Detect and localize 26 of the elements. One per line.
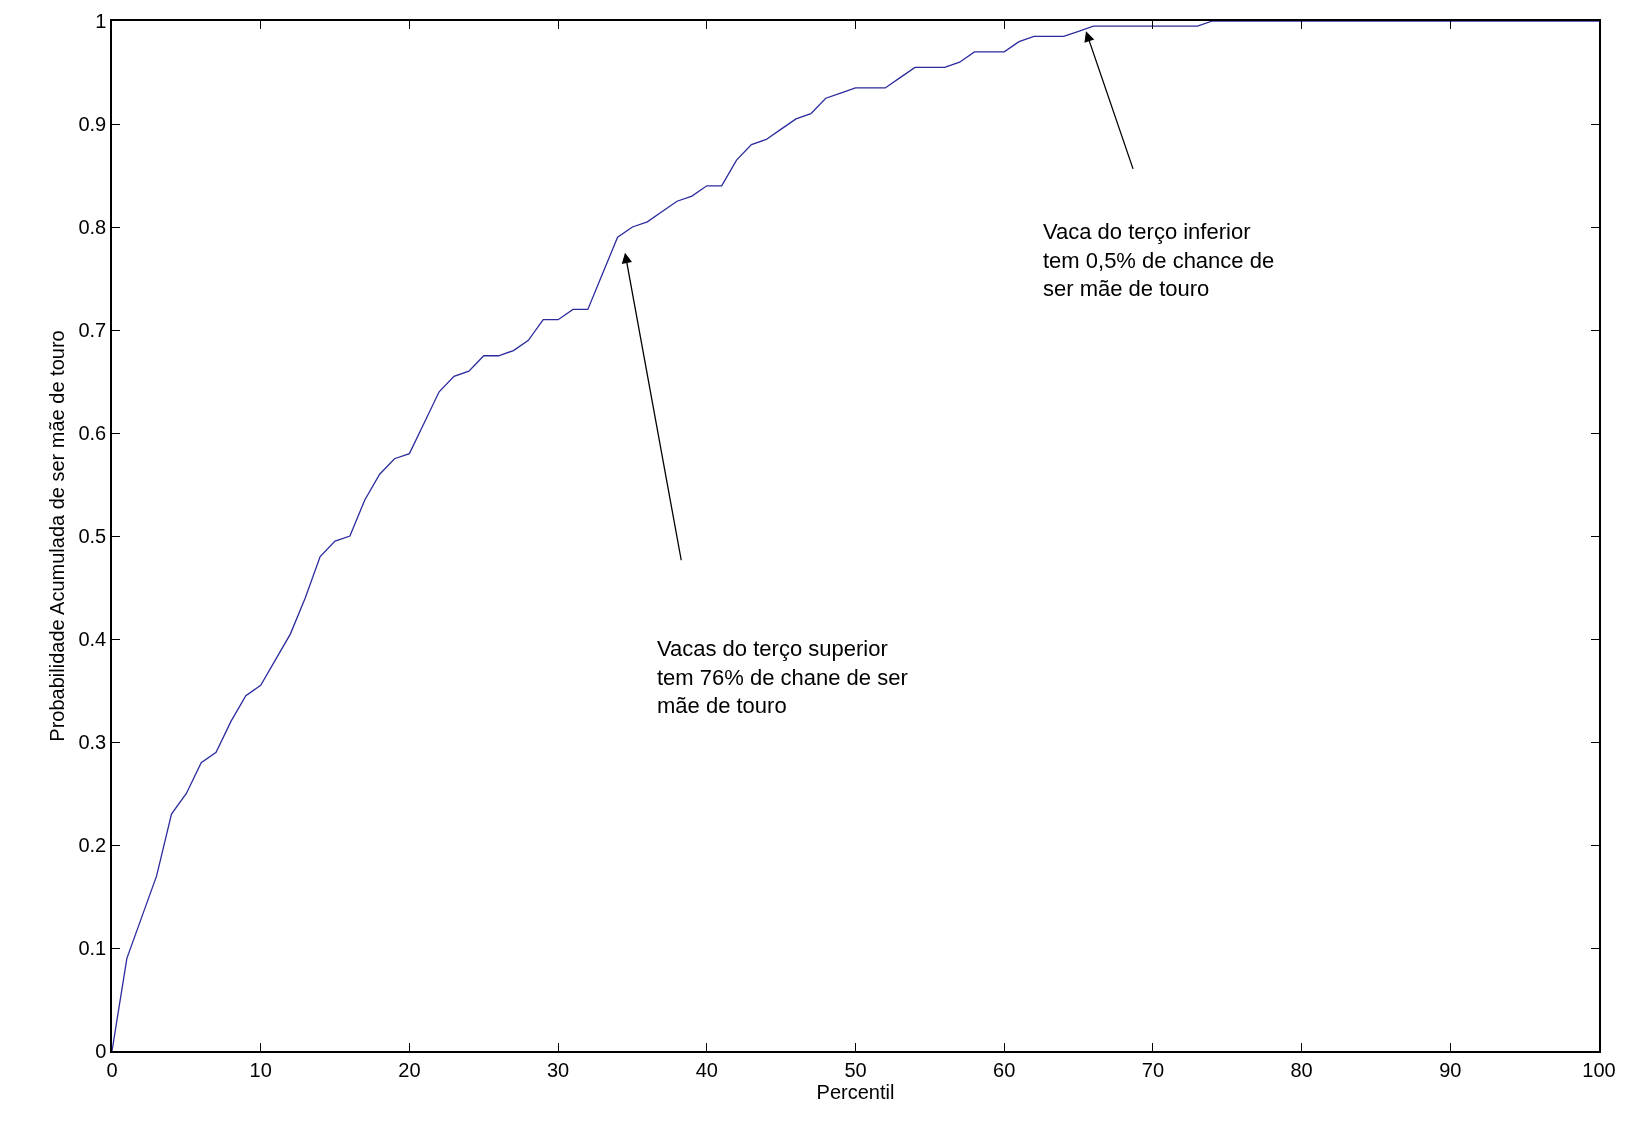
x-tick-label: 80: [1290, 1058, 1313, 1081]
y-tick-label: 0.1: [78, 937, 107, 959]
line-series: [112, 21, 1599, 1051]
y-tick-label: 0.8: [78, 216, 107, 238]
x-tick-label: 10: [249, 1058, 272, 1081]
x-tick-label: 40: [695, 1058, 718, 1081]
x-tick-label: 50: [844, 1058, 867, 1081]
y-tick-label: 0.9: [78, 113, 107, 135]
y-tick-label: 0.3: [78, 731, 107, 753]
x-tick-label: 30: [546, 1058, 570, 1081]
y-tick-label: 0.6: [78, 422, 107, 444]
x-tick-label: 100: [1582, 1058, 1616, 1081]
annotation: Vaca do terço inferior tem 0,5% de chance de ser mãe de touro: [1043, 219, 1275, 302]
y-tick-label: 0: [95, 1040, 107, 1062]
annotation: Vacas do terço superior tem 76% de chane de ser mãe de touro: [657, 636, 908, 719]
x-tick-label: 70: [1141, 1058, 1165, 1081]
y-tick-label: 1: [95, 10, 107, 32]
x-axis-title: Percentil: [816, 1080, 895, 1103]
y-tick-label: 0.7: [78, 319, 107, 341]
x-tick-label: 90: [1439, 1058, 1462, 1081]
y-tick-label: 0.4: [78, 628, 107, 650]
x-tick-label: 60: [993, 1058, 1016, 1081]
y-axis-title: Probabilidade Acumulada de ser mãe de touro: [46, 330, 69, 742]
x-tick-label: 20: [398, 1058, 421, 1081]
y-tick-label: 0.2: [78, 834, 107, 856]
y-tick-label: 0.5: [78, 525, 107, 547]
